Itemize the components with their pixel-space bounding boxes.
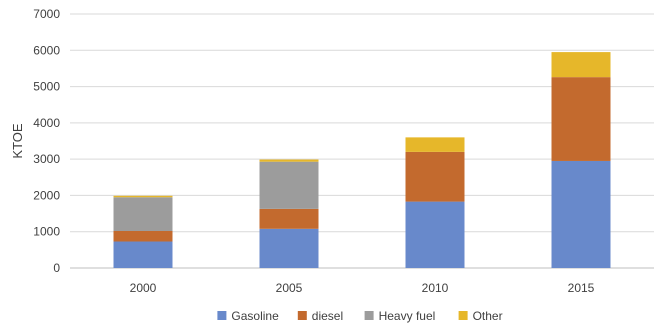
legend-label: Gasoline <box>231 309 279 323</box>
legend-label: Heavy fuel <box>379 309 436 323</box>
bar-gasoline-2010 <box>405 201 465 268</box>
y-tick-label: 2000 <box>33 188 60 202</box>
legend-swatch-diesel <box>297 311 307 320</box>
y-tick-label: 7000 <box>33 7 60 21</box>
bar-other-2010 <box>405 137 465 152</box>
bar-stacks <box>113 52 611 268</box>
y-tick-label: 4000 <box>33 116 60 130</box>
legend: Gasoline diesel Heavy fuel Other <box>217 309 503 323</box>
bar-other-2000 <box>113 195 173 198</box>
bar-diesel-2010 <box>405 151 465 202</box>
x-tick-label: 2015 <box>568 281 595 295</box>
bar-other-2015 <box>551 52 611 78</box>
y-tick-label: 1000 <box>33 225 60 239</box>
y-tick-label: 6000 <box>33 43 60 57</box>
legend-label: diesel <box>312 309 343 323</box>
bar-gasoline-2000 <box>113 241 173 268</box>
y-axis-label: KTOE <box>10 123 25 158</box>
x-tick-label: 2005 <box>276 281 303 295</box>
bar-other-2005 <box>259 159 319 162</box>
x-tick-label: 2000 <box>130 281 157 295</box>
bar-gasoline-2015 <box>551 160 611 268</box>
bar-heavy-fuel-2005 <box>259 161 319 209</box>
y-tick-label: 0 <box>53 261 60 275</box>
legend-label: Other <box>473 309 503 323</box>
bar-diesel-2015 <box>551 77 611 161</box>
legend-swatch-gasoline <box>217 311 227 320</box>
x-tick-label: 2010 <box>422 281 449 295</box>
y-tick-label: 5000 <box>33 80 60 94</box>
bar-heavy-fuel-2000 <box>113 197 173 231</box>
bar-gasoline-2005 <box>259 228 319 268</box>
bar-diesel-2005 <box>259 208 319 229</box>
bar-diesel-2000 <box>113 230 173 242</box>
y-tick-label: 3000 <box>33 152 60 166</box>
legend-swatch-heavy-fuel <box>364 311 374 320</box>
x-axis: 2000 2005 2010 2015 <box>130 281 595 295</box>
y-axis: 0 1000 2000 3000 4000 5000 6000 7000 <box>33 7 60 275</box>
legend-swatch-other <box>458 311 468 320</box>
